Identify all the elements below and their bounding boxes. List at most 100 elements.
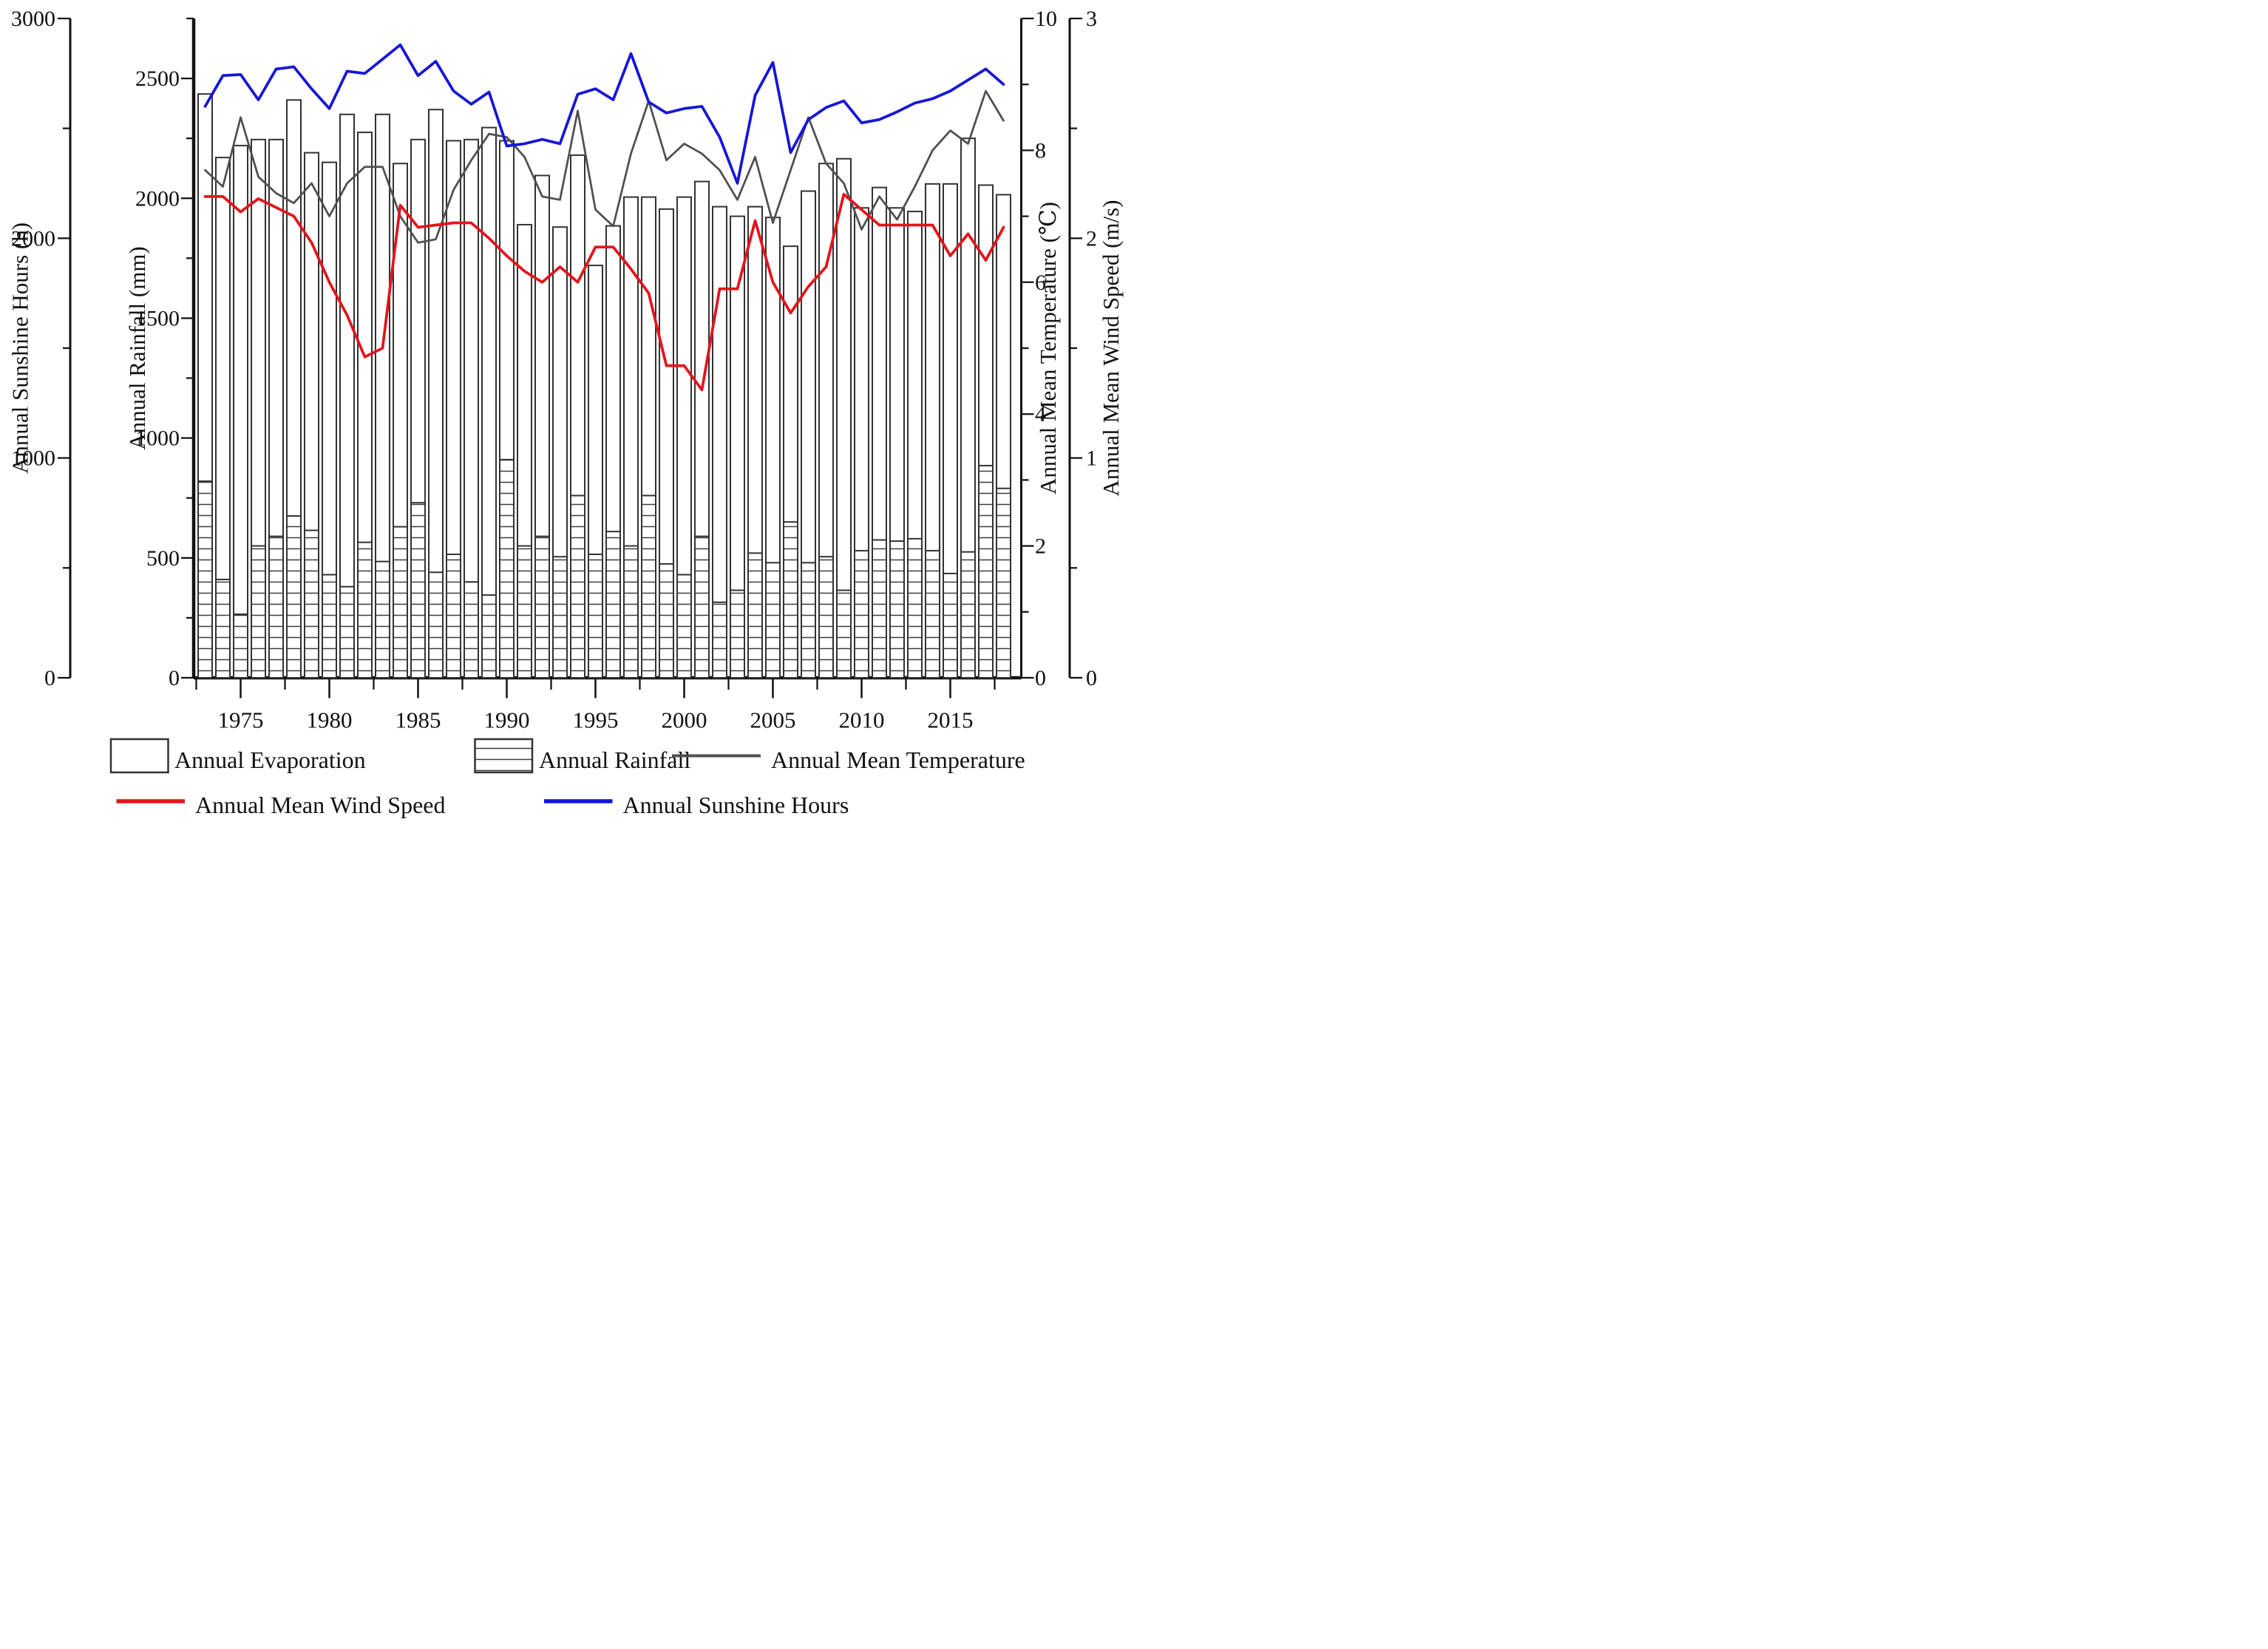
plot-area: [197, 93, 1011, 679]
wind-speed-line: [203, 192, 1005, 392]
rainfall-bar: [960, 551, 976, 679]
rainfall-bar: [978, 464, 994, 679]
legend-label-evaporation: Annual Evaporation: [174, 747, 366, 773]
year-label: 1980: [307, 707, 353, 733]
rainfall-bar: [907, 537, 923, 679]
rainfall-bar: [925, 550, 940, 679]
wind-tick-label: 3: [1086, 7, 1097, 31]
sunshine-axis: 0 1000 2000 3000 Annual Sunshine Hours (h): [7, 7, 72, 690]
climate-figure: 0 1000 2000 3000 Annual Sunshine Hours (h) 0 5…: [0, 0, 1134, 825]
axis-title-temperature: Annual Mean Temperature (℃): [1035, 202, 1061, 494]
rainfall-axis: 0 500 1000 1500 2000 2500 Annual Rainfall (mm): [124, 17, 196, 690]
rainfall-bar: [730, 589, 745, 679]
year-label: 2015: [928, 707, 974, 733]
rainfall-bar: [517, 545, 532, 679]
rainfall-bar: [286, 515, 302, 679]
temperature-tick-label: 4: [1035, 402, 1046, 426]
rainfall-bar: [233, 613, 248, 679]
year-label: 2005: [750, 707, 796, 733]
wind-axis: 0 1 2 3 Annual Mean Wind Speed (m/s): [1068, 7, 1124, 690]
rainfall-bar: [410, 502, 426, 679]
rainfall-bar: [783, 521, 798, 679]
wind-tick-label: 2: [1086, 226, 1097, 251]
legend-label-sunshine: Annual Sunshine Hours: [623, 792, 849, 818]
legend-item-temperature: Annual Mean Temperature: [672, 747, 1025, 773]
year-label: 2010: [839, 707, 885, 733]
year-label: 1985: [395, 707, 441, 733]
year-label: 2000: [662, 707, 707, 733]
rainfall-bar: [393, 526, 408, 679]
rainfall-tick-label: 1500: [135, 306, 180, 330]
rainfall-bar: [339, 585, 355, 679]
rainfall-tick-label: 500: [146, 546, 180, 571]
rainfall-bar: [375, 560, 390, 679]
rainfall-bar: [446, 553, 461, 679]
rainfall-bar: [872, 539, 887, 679]
rainfall-tick-label: 2500: [135, 67, 180, 91]
rainfall-bar: [215, 579, 231, 679]
rainfall-bar: [357, 541, 373, 679]
temperature-axis: 0 2 4 6 8 10 Annual Mean Temperature (℃): [1020, 7, 1061, 690]
rainfall-bar: [641, 494, 656, 679]
rainfall-bar: [428, 571, 444, 679]
temperature-tick-label: 10: [1035, 7, 1057, 31]
year-label: 1990: [484, 707, 530, 733]
rainfall-bar: [197, 480, 213, 679]
temperature-tick-label: 6: [1035, 271, 1046, 295]
rainfall-bar: [747, 552, 763, 679]
year-label: 1975: [218, 707, 264, 733]
rainfall-bar: [499, 458, 515, 679]
rainfall-bar: [464, 581, 479, 679]
legend-label-rainfall: Annual Rainfall: [539, 747, 690, 773]
rainfall-bar: [481, 594, 497, 679]
sunshine-line: [203, 43, 1005, 185]
rainfall-bar: [251, 545, 266, 679]
axis-title-sunshine: Annual Sunshine Hours (h): [7, 222, 33, 474]
rainfall-bar: [801, 562, 816, 679]
rainfall-bar: [588, 553, 603, 679]
legend: Annual Evaporation Annual Rainfall Annual …: [109, 738, 1025, 818]
evaporation-bar: [233, 144, 248, 679]
sunshine-tick-label: 2000: [11, 226, 55, 251]
axis-title-wind: Annual Mean Wind Speed (m/s): [1098, 200, 1124, 496]
rainfall-bar: [304, 529, 319, 679]
rainfall-bar: [676, 574, 692, 679]
rainfall-bar: [996, 487, 1011, 679]
rainfall-bar: [570, 494, 585, 679]
legend-label-temperature: Annual Mean Temperature: [771, 747, 1025, 773]
legend-label-wind: Annual Mean Wind Speed: [195, 792, 446, 818]
rainfall-bar: [623, 545, 639, 679]
rainfall-bar: [836, 589, 852, 679]
rainfall-bar: [322, 574, 337, 679]
rainfall-bar: [889, 540, 905, 679]
rainfall-tick-label: 1000: [135, 426, 180, 451]
sunshine-tick-label: 0: [44, 666, 55, 690]
rainfall-bar: [818, 556, 834, 679]
rainfall-bar: [659, 562, 674, 679]
sunshine-tick-label: 1000: [11, 446, 55, 471]
rainfall-bar: [534, 535, 550, 679]
rainfall-bar: [552, 556, 568, 679]
legend-item-rainfall: Annual Rainfall: [474, 738, 690, 774]
legend-item-evaporation: Annual Evaporation: [109, 738, 366, 774]
rainfall-tick-label: 2000: [135, 186, 180, 211]
legend-swatch-evaporation: [109, 738, 169, 774]
rainfall-bar: [943, 572, 958, 679]
legend-item-wind: Annual Mean Wind Speed: [116, 792, 446, 818]
temperature-tick-label: 8: [1035, 138, 1046, 163]
axis-title-rainfall: Annual Rainfall (mm): [124, 246, 150, 450]
rainfall-bar: [605, 531, 621, 679]
legend-item-sunshine: Annual Sunshine Hours: [544, 792, 849, 818]
temperature-tick-label: 2: [1035, 534, 1046, 559]
rainfall-bar: [765, 562, 781, 679]
rainfall-bar: [694, 535, 710, 679]
rainfall-bar: [712, 601, 727, 679]
wind-tick-label: 0: [1086, 666, 1097, 690]
sunshine-tick-label: 3000: [11, 7, 55, 31]
rainfall-bar: [854, 550, 869, 679]
wind-tick-label: 1: [1086, 446, 1097, 471]
temperature-line: [204, 89, 1005, 244]
rainfall-tick-label: 0: [169, 666, 180, 690]
temperature-tick-label: 0: [1035, 666, 1046, 690]
